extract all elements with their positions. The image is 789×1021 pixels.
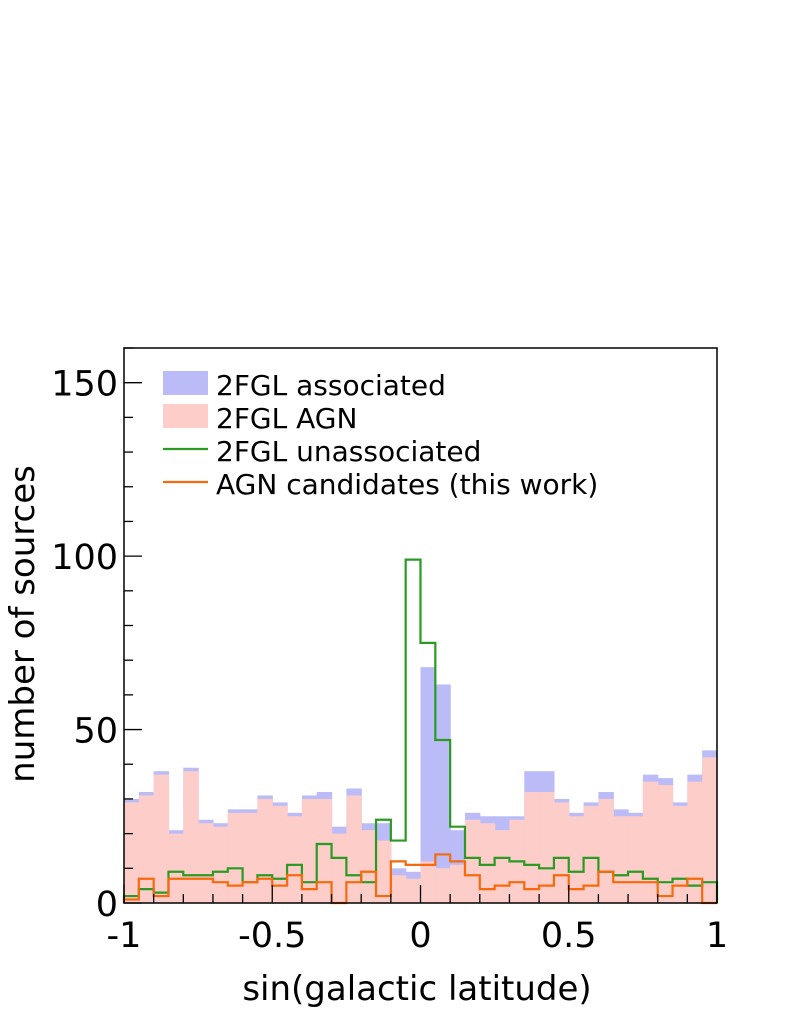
hist-bar-series-1-bin-22 [450, 864, 466, 903]
hist-bar-series-1-bin-32 [598, 798, 614, 903]
hist-bar-series-1-bin-16 [361, 830, 377, 903]
step-line-series-2 [122, 558, 719, 903]
hist-bar-series-1-bin-39 [702, 757, 718, 903]
legend-swatch [163, 371, 208, 395]
hist-bar-series-1-bin-27 [524, 792, 540, 903]
hist-bar-series-1-bin-7 [227, 812, 244, 903]
hist-bar-series-1-bin-23 [464, 819, 481, 903]
legend-swatch [163, 404, 208, 428]
plot-area [122, 558, 719, 905]
hist-bar-series-1-bin-9 [257, 798, 273, 903]
x-tick-label: -1 [107, 916, 142, 956]
hist-bar-series-1-bin-28 [539, 792, 555, 903]
legend-label: 2FGL AGN [216, 402, 357, 435]
hist-bar-series-1-bin-4 [183, 771, 199, 903]
hist-bar-series-1-bin-17 [376, 840, 392, 903]
hist-bar-series-1-bin-13 [316, 798, 333, 903]
hist-bar-series-1-bin-0 [124, 802, 140, 903]
hist-bar-series-1-bin-35 [642, 781, 659, 903]
legend-label: AGN candidates (this work) [216, 468, 598, 501]
hist-bar-series-1-bin-38 [687, 781, 703, 903]
x-axis-label: sin(galactic latitude) [242, 969, 591, 1009]
x-tick-label: -0.5 [238, 916, 306, 956]
hist-bar-series-1-bin-2 [153, 774, 170, 903]
hist-bar-series-1-bin-10 [272, 805, 288, 903]
hist-bar-series-1-bin-18 [390, 875, 407, 903]
y-tick-label: 50 [73, 712, 118, 752]
hist-bar-series-1-bin-25 [494, 830, 511, 903]
y-tick-label: 150 [51, 365, 118, 405]
hist-bar-series-1-bin-19 [405, 878, 422, 903]
hist-bar-series-1-bin-34 [628, 816, 644, 903]
hist-bar-series-1-bin-24 [479, 823, 496, 903]
x-tick-label: 0 [409, 916, 431, 956]
hist-bar-series-1-bin-6 [212, 826, 229, 903]
legend-label: 2FGL associated [216, 369, 446, 402]
y-tick-label: 100 [51, 538, 118, 578]
hist-bar-series-1-bin-3 [168, 833, 184, 903]
hist-bar-series-1-bin-1 [138, 795, 155, 903]
hist-bar-series-1-bin-20 [420, 861, 436, 903]
hist-bar-series-1-bin-14 [331, 833, 347, 903]
hist-bar-series-1-bin-29 [553, 802, 570, 903]
y-axis-label: number of sources [3, 465, 43, 783]
hist-bar-series-1-bin-15 [346, 795, 362, 903]
y-tick-label: 0 [96, 885, 118, 925]
hist-bar-series-1-bin-11 [287, 816, 303, 903]
axes: 0 50 100 150 -1 -0.5 0 0.5 1 [51, 347, 728, 956]
x-tick-label: 1 [706, 916, 728, 956]
hist-bar-series-1-bin-21 [435, 868, 451, 903]
hist-bar-series-1-bin-37 [672, 805, 688, 903]
hist-bar-series-1-bin-5 [198, 823, 214, 903]
hist-bar-series-1-bin-12 [301, 798, 318, 903]
hist-bar-series-1-bin-31 [583, 805, 599, 903]
hist-bar-series-0-bin-20 [420, 667, 436, 903]
hist-bar-series-1-bin-30 [568, 816, 585, 903]
legend-label: 2FGL unassociated [216, 435, 481, 468]
hist-bar-series-1-bin-8 [242, 812, 259, 903]
hist-bar-series-1-bin-33 [613, 816, 629, 903]
x-tick-label: 0.5 [541, 916, 597, 956]
step-line-series-3 [122, 853, 717, 905]
hist-bar-series-1-bin-36 [657, 785, 674, 903]
